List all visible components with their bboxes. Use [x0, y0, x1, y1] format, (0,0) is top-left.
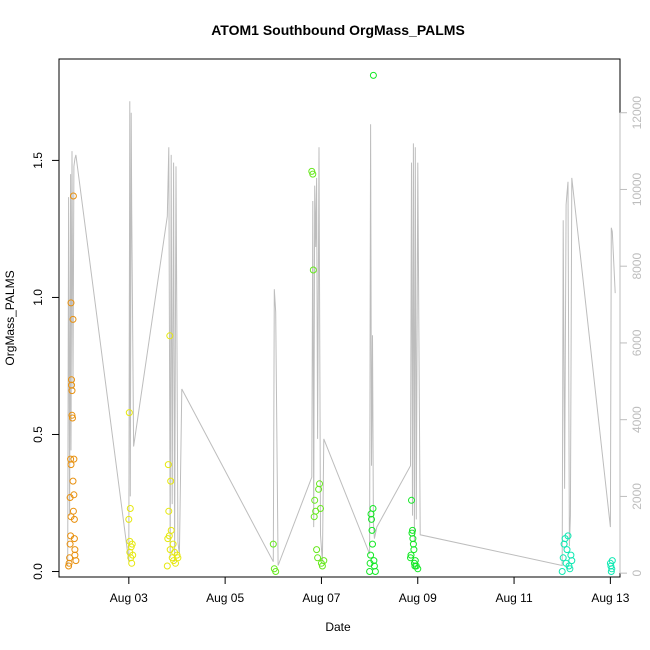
data-point — [69, 477, 77, 485]
data-point — [129, 551, 137, 559]
data-point — [167, 477, 175, 485]
y2-tick-label: 12000 — [630, 96, 644, 130]
data-point — [174, 554, 182, 562]
data-point — [125, 515, 133, 523]
data-point — [566, 565, 574, 573]
data-point — [408, 496, 415, 504]
data-point — [314, 554, 322, 562]
data-point — [67, 299, 75, 307]
data-point — [608, 557, 616, 565]
data-point — [167, 526, 175, 534]
y2-tick-label: 4000 — [630, 406, 644, 433]
y2-tick-label: 0 — [630, 570, 644, 577]
data-point — [367, 551, 375, 559]
chart-title: ATOM1 Southbound OrgMass_PALMS — [211, 22, 465, 38]
data-point — [559, 554, 567, 562]
data-point — [125, 409, 133, 417]
y2-axis: 0 2000 4000 6000 8000 10000 12000 — [619, 96, 644, 577]
y2-tick-label: 8000 — [630, 253, 644, 280]
data-point — [407, 551, 415, 559]
data-point — [66, 540, 74, 548]
data-point — [313, 546, 321, 554]
data-point — [369, 540, 376, 548]
data-point — [366, 568, 374, 575]
x-tick-label: Aug 09 — [399, 591, 437, 605]
x-tick-label: Aug 13 — [591, 591, 629, 605]
x-tick-label: Aug 11 — [495, 591, 532, 605]
data-point — [69, 315, 77, 323]
data-point — [72, 557, 80, 565]
data-point — [69, 192, 77, 200]
secondary-series — [67, 101, 616, 567]
y-axis: 0.0 0.5 1.0 1.5 — [31, 152, 60, 580]
plot-frame — [58, 58, 621, 578]
data-point — [126, 505, 134, 512]
data-point — [368, 526, 376, 534]
y-tick-label: 1.5 — [31, 152, 45, 169]
x-tick-label: Aug 05 — [206, 591, 244, 605]
data-point — [169, 540, 177, 548]
x-tick-label: Aug 03 — [110, 591, 148, 605]
data-point — [65, 562, 73, 570]
data-point — [69, 507, 77, 515]
data-point — [414, 565, 422, 573]
primary-series — [65, 71, 616, 575]
data-point — [608, 565, 616, 573]
data-point — [70, 535, 78, 543]
data-point — [311, 496, 319, 504]
data-point — [567, 551, 575, 559]
data-point — [166, 332, 174, 340]
y-tick-label: 0.0 — [31, 563, 45, 580]
data-point — [68, 387, 76, 395]
y2-tick-label: 2000 — [630, 483, 644, 510]
y2-tick-label: 10000 — [630, 172, 644, 206]
y-tick-label: 1.0 — [31, 289, 45, 306]
data-point — [69, 414, 76, 422]
data-point — [164, 461, 172, 469]
data-point — [68, 376, 75, 384]
data-point — [369, 71, 377, 79]
data-point — [163, 562, 171, 570]
data-point — [607, 568, 615, 575]
data-point — [563, 546, 571, 554]
data-point — [568, 557, 576, 565]
data-point — [309, 170, 317, 178]
data-point — [368, 515, 375, 523]
data-point — [70, 491, 78, 499]
data-point — [128, 559, 136, 567]
y2-tick-label: 6000 — [630, 329, 644, 356]
x-axis-label: Date — [325, 620, 351, 634]
data-point — [67, 461, 75, 469]
data-point — [409, 526, 416, 534]
data-point — [317, 505, 324, 512]
data-point — [410, 546, 418, 554]
data-point — [371, 568, 379, 575]
y-axis-label: OrgMass_PALMS — [3, 270, 17, 365]
data-point — [370, 557, 378, 565]
data-point — [558, 568, 566, 575]
data-point — [564, 532, 572, 540]
x-axis: Aug 03 Aug 05 Aug 07 Aug 09 Aug 11 Aug 13 — [110, 576, 630, 605]
data-point — [309, 266, 317, 274]
data-point — [68, 411, 76, 419]
data-point — [66, 554, 74, 562]
data-point — [316, 480, 323, 488]
data-point — [128, 540, 136, 548]
data-point — [165, 507, 173, 515]
data-point — [369, 505, 377, 512]
data-point — [269, 540, 277, 548]
data-point — [70, 455, 78, 463]
data-point — [70, 515, 78, 523]
x-tick-label: Aug 07 — [302, 591, 340, 605]
data-point — [272, 568, 280, 575]
secondary-series-line — [67, 101, 616, 567]
y-tick-label: 0.5 — [31, 426, 45, 443]
data-point — [320, 557, 328, 565]
